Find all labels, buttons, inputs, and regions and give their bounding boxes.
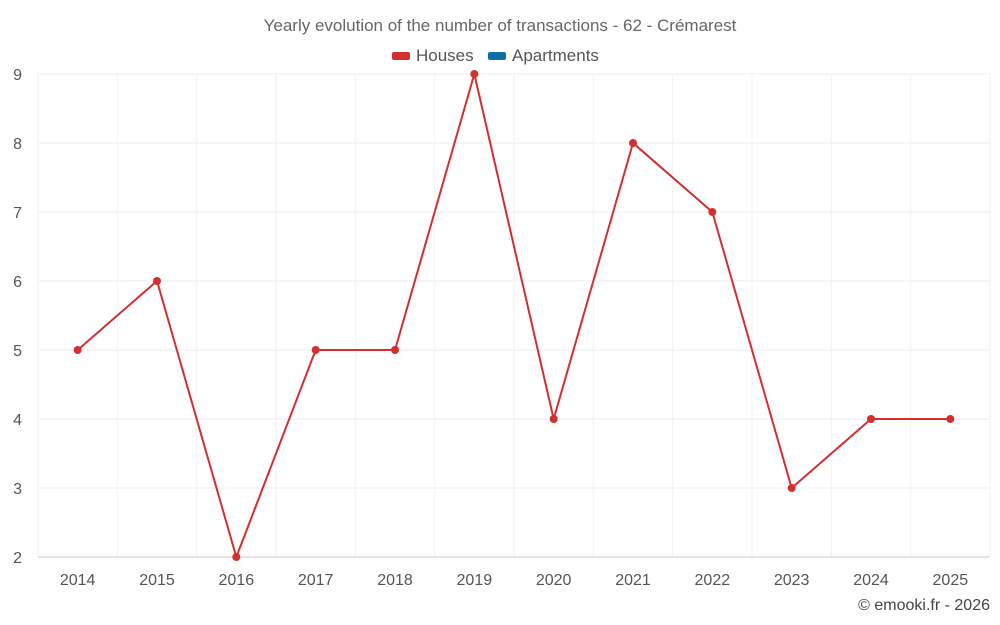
axes: 2 3 4 5 6 7 8 9 2014 2015 2016 2017 2018 2019 2020 2021… [13, 67, 990, 589]
data-point[interactable] [787, 484, 796, 492]
legend-item-houses[interactable]: Houses [392, 46, 474, 65]
credit-text: © emooki.fr - 2026 [858, 597, 990, 614]
x-tick-label: 2017 [298, 572, 334, 589]
data-point[interactable] [391, 346, 399, 354]
y-tick-label: 3 [13, 481, 22, 498]
y-tick-label: 5 [13, 343, 22, 360]
data-point[interactable] [629, 139, 637, 147]
x-tick-label: 2014 [60, 572, 96, 589]
x-tick-label: 2025 [933, 572, 969, 589]
data-point[interactable] [708, 208, 717, 216]
legend-swatch-apartments [488, 52, 506, 60]
series-line-houses [77, 73, 951, 558]
data-point[interactable] [311, 346, 320, 354]
series-houses [73, 70, 955, 561]
y-tick-label: 4 [13, 412, 22, 429]
y-tick-label: 2 [13, 550, 22, 567]
x-tick-label: 2022 [695, 572, 731, 589]
data-point[interactable] [73, 346, 82, 354]
legend-label-apartments: Apartments [512, 46, 599, 65]
data-point[interactable] [153, 277, 161, 285]
y-tick-label: 7 [13, 205, 22, 222]
x-tick-label: 2015 [139, 572, 175, 589]
data-point[interactable] [549, 415, 558, 423]
chart-title: Yearly evolution of the number of transa… [264, 16, 737, 35]
data-point[interactable] [867, 415, 875, 423]
grid [37, 73, 991, 558]
legend-item-apartments[interactable]: Apartments [488, 46, 599, 65]
data-point[interactable] [946, 415, 955, 423]
data-point[interactable] [232, 553, 241, 561]
x-tick-label: 2021 [615, 572, 651, 589]
x-tick-label: 2019 [457, 572, 493, 589]
x-tick-label: 2024 [853, 572, 889, 589]
x-tick-label: 2020 [536, 572, 572, 589]
legend-label-houses: Houses [416, 46, 474, 65]
x-tick-label: 2023 [774, 572, 810, 589]
data-point[interactable] [470, 70, 479, 78]
x-tick-label: 2018 [377, 572, 413, 589]
legend-swatch-houses [392, 52, 410, 60]
legend: Houses Apartments [392, 46, 599, 65]
y-tick-label: 9 [13, 67, 22, 84]
x-tick-label: 2016 [219, 572, 255, 589]
y-tick-label: 6 [13, 274, 22, 291]
y-tick-label: 8 [13, 136, 22, 153]
